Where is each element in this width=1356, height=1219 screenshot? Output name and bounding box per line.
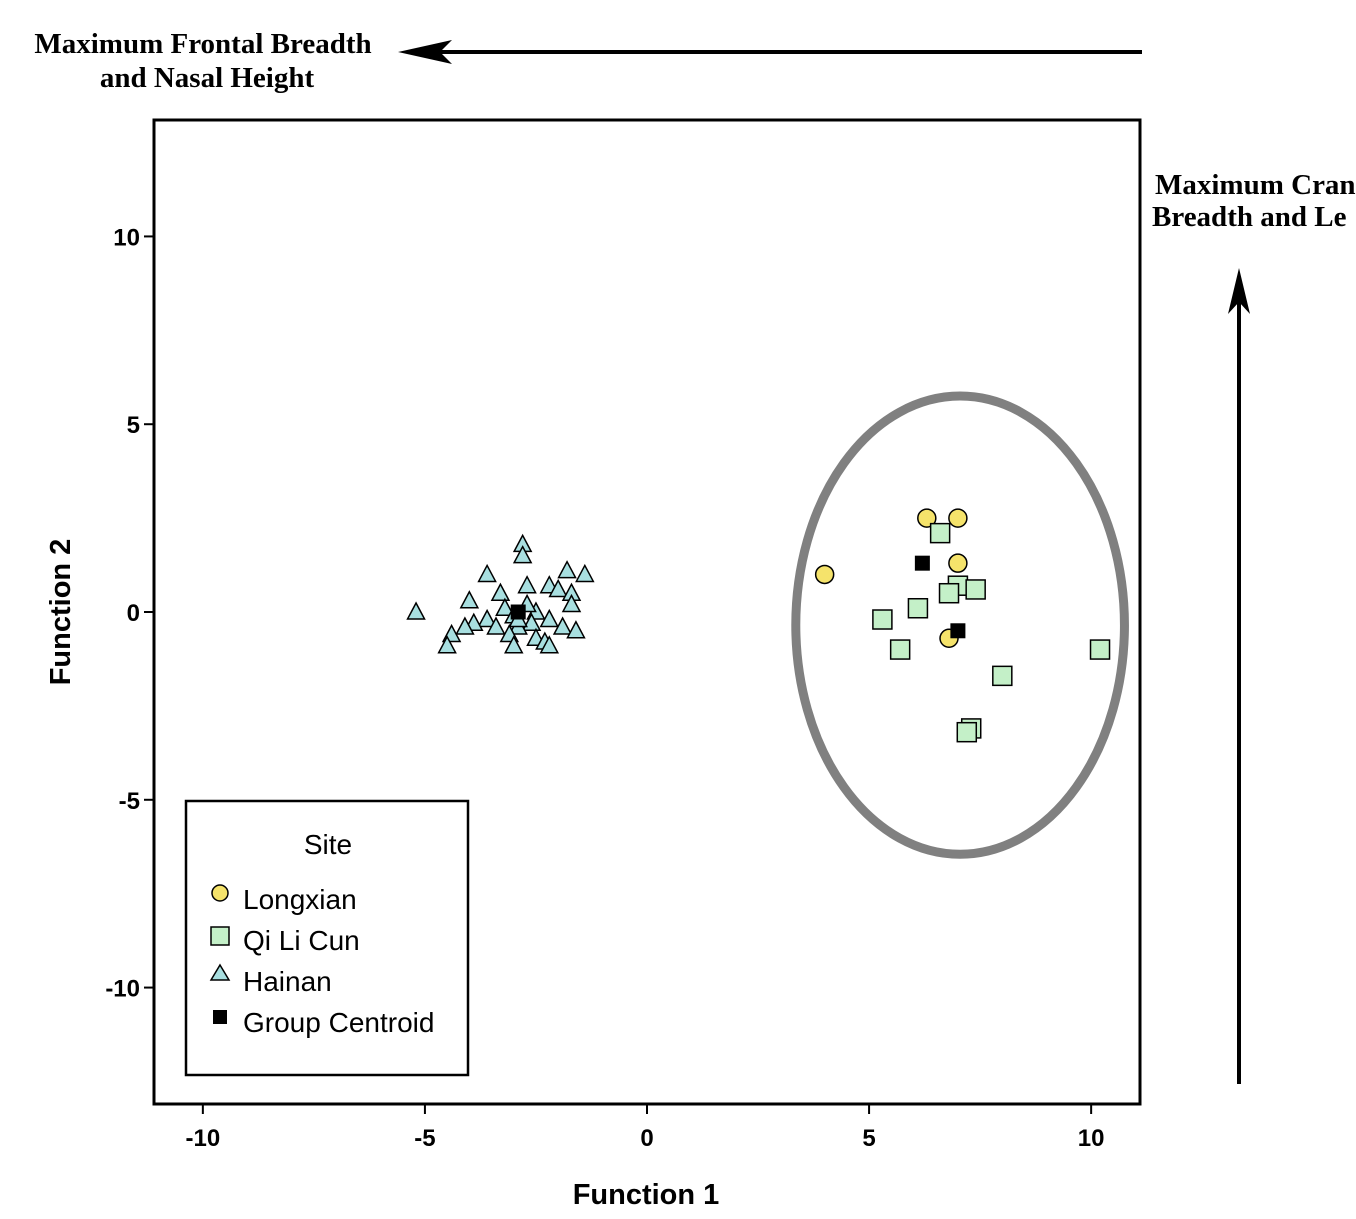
point-hainan (557, 560, 577, 579)
point-hainan (539, 635, 560, 654)
x-axis-label: Function 1 (573, 1179, 720, 1211)
point-hainan (406, 601, 426, 620)
right-arrow-label-line-2: Breadth and Le (1152, 201, 1347, 233)
point-hainan (477, 608, 497, 628)
legend-marker-longxian (211, 884, 229, 902)
group-ellipse (791, 391, 1129, 859)
top-arrow-label-line-1: Maximum Frontal Breadth (34, 28, 371, 60)
point-hainan (459, 590, 480, 609)
legend-label-group-centroid: Group Centroid (243, 1007, 434, 1038)
point-hainan (490, 582, 511, 601)
legend-box (184, 799, 470, 1077)
legend-label-qi-li-cun: Qi Li Cun (243, 925, 360, 956)
x-tick-label: 0 (640, 1125, 653, 1152)
point-longxian (917, 508, 937, 528)
point-hainan (575, 563, 595, 583)
point-hainan (539, 608, 560, 628)
point-hainan (561, 593, 582, 613)
point-hainan (512, 545, 533, 564)
top-annotation: Maximum Frontal Breadth and Nasal Height (34, 28, 1142, 94)
point-group-centroid (914, 555, 930, 571)
point-hainan (548, 578, 568, 598)
point-hainan (552, 616, 573, 635)
point-group-centroid (950, 623, 966, 639)
y-tick-label: 5 (127, 412, 140, 439)
legend-label-longxian: Longxian (243, 884, 357, 915)
point-longxian (814, 564, 835, 585)
point-hainan (477, 563, 497, 583)
right-arrow-head (1228, 268, 1250, 314)
point-hainan (455, 616, 475, 635)
point-hainan (517, 575, 537, 594)
point-qi-li-cun (938, 582, 960, 604)
y-tick-label: 10 (113, 224, 140, 251)
point-qi-li-cun (872, 609, 893, 630)
point-qi-li-cun (956, 721, 978, 743)
x-tick-label: -10 (186, 1125, 221, 1152)
legend-marker-group-centroid (213, 1010, 227, 1024)
point-longxian (948, 553, 968, 573)
point-longxian (948, 508, 968, 528)
y-tick-label: -5 (119, 788, 140, 815)
point-hainan (566, 620, 586, 639)
point-hainan (504, 635, 524, 654)
legend: Site Longxian Qi Li Cun Hainan Group Cen… (184, 799, 470, 1077)
point-group-centroid (510, 604, 526, 620)
legend-title: Site (304, 829, 352, 860)
top-arrow-head (398, 40, 452, 64)
top-arrow-label-line-2: and Nasal Height (100, 62, 315, 94)
point-qi-li-cun (1089, 639, 1111, 660)
data-points (406, 508, 1111, 743)
right-annotation: Maximum Cran Breadth and Le (1152, 169, 1356, 1084)
legend-marker-qi-li-cun (210, 926, 230, 946)
y-tick-label: -10 (105, 976, 140, 1003)
point-qi-li-cun (992, 665, 1013, 687)
y-tick-label: 0 (127, 600, 140, 627)
y-axis-label: Function 2 (45, 539, 77, 686)
x-tick-label: 5 (862, 1125, 875, 1152)
y-axis-ticks: 10 5 0 -5 -10 (105, 224, 154, 1003)
point-qi-li-cun (907, 597, 929, 619)
legend-marker-hainan (209, 963, 231, 981)
point-qi-li-cun (929, 522, 951, 544)
point-hainan (437, 635, 457, 654)
right-arrow-label-line-1: Maximum Cran (1155, 169, 1356, 201)
point-hainan (486, 616, 506, 635)
point-qi-li-cun (965, 579, 986, 600)
x-tick-label: 10 (1078, 1125, 1105, 1152)
legend-label-hainan: Hainan (243, 966, 332, 997)
x-axis-ticks: -10 -5 0 5 10 (186, 1104, 1105, 1152)
x-tick-label: -5 (414, 1125, 435, 1152)
point-hainan (495, 597, 515, 616)
point-qi-li-cun (889, 639, 911, 660)
